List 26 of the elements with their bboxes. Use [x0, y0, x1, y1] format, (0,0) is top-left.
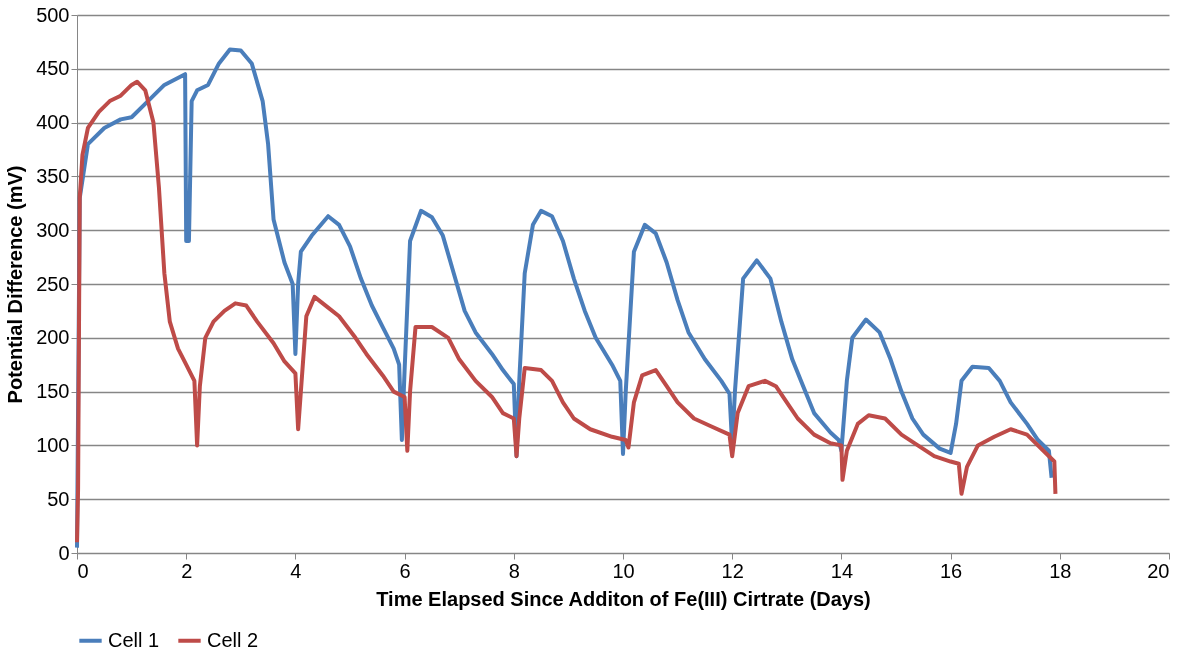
x-tick-label: 12: [721, 559, 744, 582]
x-tick-label: 0: [77, 559, 89, 582]
x-axis-title: Time Elapsed Since Additon of Fe(III) Cirtrate (Days): [376, 587, 871, 610]
x-tick-label: 6: [399, 559, 411, 582]
y-tick-label: 150: [36, 380, 70, 403]
x-tick-label: 20: [1147, 559, 1170, 582]
y-tick-label: 450: [36, 57, 70, 80]
x-tick-label: 8: [508, 559, 520, 582]
y-tick-label: 500: [36, 3, 70, 26]
x-tick-label: 4: [290, 559, 302, 582]
y-tick-label: 50: [47, 487, 70, 510]
y-tick-label: 400: [36, 111, 70, 134]
y-tick-label: 300: [36, 218, 70, 241]
x-tick-label: 16: [939, 559, 963, 582]
y-axis-title: Potential Difference (mV): [4, 165, 27, 404]
y-tick-label: 100: [36, 433, 70, 456]
x-tick-label: 2: [181, 559, 193, 582]
legend-label: Cell 2: [207, 628, 259, 651]
y-tick-label: 250: [36, 272, 70, 295]
x-tick-label: 18: [1049, 559, 1072, 582]
y-tick-label: 0: [58, 541, 70, 564]
y-tick-label: 350: [36, 164, 70, 187]
x-tick-label: 14: [830, 559, 854, 582]
x-tick-label: 10: [612, 559, 635, 582]
legend-label: Cell 1: [108, 628, 160, 651]
y-tick-label: 200: [36, 326, 70, 349]
